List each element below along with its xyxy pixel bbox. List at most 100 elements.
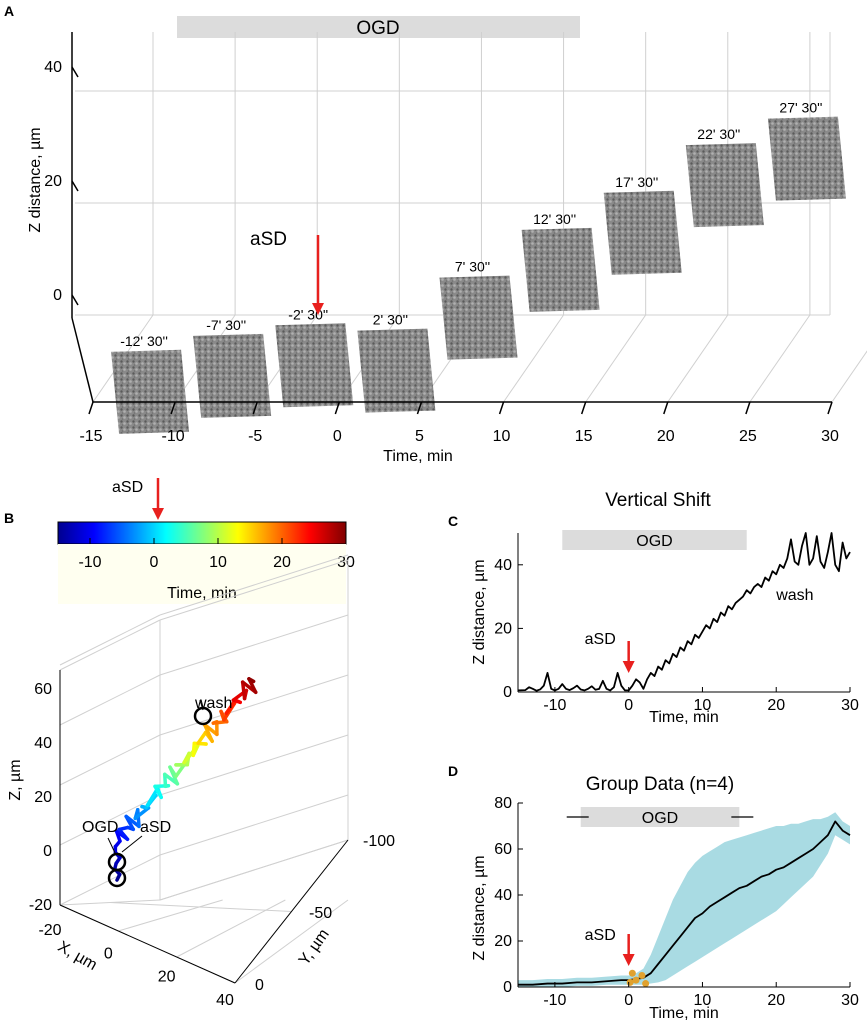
x-tick-label: 0 (624, 697, 633, 714)
y-tick-label: 40 (494, 557, 512, 574)
panel-b-asd-marker (107, 868, 127, 888)
panel-b-asd-pointer (121, 835, 143, 853)
panel-a-x-tick-label: -10 (162, 428, 185, 445)
x-tick-label: -10 (543, 992, 566, 1009)
panel-a-x-tick (334, 401, 341, 415)
panel-b-trajectory-segment (247, 677, 256, 684)
ogd-bar (562, 530, 747, 550)
panel-d-ylabel: Z distance, µm (471, 855, 488, 960)
panel-d: D Group Data (n=4) OGD -10 0 10 20 30 0 20 40 60 8… (448, 763, 859, 1022)
panel-a-x-tick-label: 30 (821, 428, 839, 445)
panel-a-x-tick (745, 401, 751, 415)
panel-b-grid-line (109, 902, 292, 912)
panel-b-wash-marker (193, 706, 213, 726)
panel-b-z-tick-label: 60 (34, 681, 52, 698)
panel-b-wash-pointer (199, 699, 204, 711)
x-tick-label: 10 (694, 697, 712, 714)
panel-a-z-tick (71, 180, 79, 192)
panel-c: C Vertical Shift OGD -10 0 10 20 30 0 20 40 aSD wa… (448, 490, 859, 726)
panel-b-grid-line (176, 899, 286, 958)
panel-a-grid-line (667, 314, 729, 403)
colorbar-tick-label: 10 (209, 554, 227, 571)
colorbar-ticks: -10 0 10 20 30 (78, 538, 355, 571)
panel-b-trajectory (107, 677, 258, 888)
panel-a-letter: A (4, 3, 14, 19)
panel-a-frame-label: -12' 30'' (120, 333, 168, 349)
panel-b-x-tick-label: 20 (158, 969, 176, 986)
panel-a-frame: 27' 30'' (767, 100, 846, 201)
x-tick-label: 30 (841, 992, 859, 1009)
panel-a-asd-arrow-head (312, 303, 324, 315)
panel-a-frame-image (767, 116, 846, 201)
panel-c-title: Vertical Shift (605, 490, 711, 511)
panel-a-frames: -12' 30'' -7' 30'' -2' 30'' 2' 30'' 7' 30'' 1… (111, 100, 846, 434)
asd-label: aSD (585, 927, 616, 944)
panel-b-ogd-pointer (107, 837, 117, 856)
panel-b-trajectory-segment (133, 806, 151, 821)
panel-c-xlabel: Time, min (649, 709, 719, 726)
onset-point (628, 969, 636, 977)
panel-a-frame: 2' 30'' (357, 312, 436, 413)
panel-b-asd-annot: aSD (140, 819, 171, 836)
panel-a-frame: 12' 30'' (521, 211, 600, 312)
panel-b-z-tick-label: -20 (29, 897, 52, 914)
panel-a-frame-label: -2' 30'' (288, 306, 328, 322)
panel-b-trajectory-segment (153, 784, 163, 800)
panel-a-x-tick (88, 401, 94, 415)
ogd-label: OGD (636, 533, 672, 550)
panel-b-zlabel: Z, µm (7, 759, 24, 800)
panel-a-frame: -2' 30'' (275, 306, 354, 408)
panel-a-frame-label: 17' 30'' (615, 174, 658, 190)
x-tick-label: -10 (543, 697, 566, 714)
panel-b-x-axis (59, 904, 236, 984)
panel-a-x-tick (663, 401, 669, 415)
panel-d-letter: D (448, 763, 458, 779)
panel-b-grid-line (234, 899, 349, 984)
panel-b-x-tick-label: 0 (104, 945, 113, 962)
panel-a-frame: -7' 30'' (193, 317, 272, 418)
panel-b-trajectory-segment (211, 719, 229, 725)
wash-label: wash (775, 587, 813, 604)
panel-a-frame: -12' 30'' (111, 333, 190, 434)
panel-b-grid-line (118, 899, 223, 932)
panel-b-z-tick-label: 20 (34, 789, 52, 806)
panel-b-x-tick-label: -20 (38, 922, 61, 939)
panel-a-x-tick-label: -5 (248, 428, 262, 445)
panel-a-ylabel: Z distance, µm (27, 127, 44, 232)
y-tick-label: 80 (494, 795, 512, 812)
x-tick-label: 20 (767, 697, 785, 714)
y-tick-label: 20 (494, 933, 512, 950)
panel-d-title: Group Data (n=4) (586, 774, 734, 795)
panel-b-grid-line (59, 674, 161, 726)
panel-d-plot: OGD -10 0 10 20 30 0 20 40 60 80 aSD (494, 795, 859, 1009)
panel-a-frame-label: -7' 30'' (206, 317, 246, 333)
panel-b-ylabel: Y, µm (296, 926, 333, 969)
panel-a-frame: 7' 30'' (439, 259, 518, 360)
panel-b-y-tick-label: 0 (255, 977, 264, 994)
panel-b-grid-line (159, 794, 349, 856)
panel-a-frame-image (603, 190, 682, 275)
panel-a-frame-label: 12' 30'' (533, 211, 576, 227)
x-tick-label: 0 (624, 992, 633, 1009)
colorbar-label-area (58, 544, 346, 604)
panel-a-frame: 17' 30'' (603, 174, 682, 275)
panel-a-z-tick-label: 20 (44, 173, 62, 190)
panel-d-xlabel: Time, min (649, 1005, 719, 1022)
panel-a-frame-image (193, 333, 272, 418)
colorbar-tick-label: 0 (150, 554, 159, 571)
panel-a-z-tick-label: 40 (44, 59, 62, 76)
panel-a-x-tick-label: 15 (575, 428, 593, 445)
panel-b-asd-label: aSD (112, 479, 143, 496)
panel-b-letter: B (4, 510, 14, 526)
panel-b-grid-line (159, 839, 349, 901)
panel-b-3d-box (59, 554, 349, 984)
data-line (518, 820, 851, 986)
y-tick-label: 20 (494, 620, 512, 637)
panel-a-frame-label: 22' 30'' (697, 126, 740, 142)
colorbar-tick-label: 20 (273, 554, 291, 571)
panel-b-y-axis (234, 839, 349, 984)
panel-a-asd-label: aSD (250, 229, 287, 250)
colorbar-tick-label: -10 (78, 554, 101, 571)
panel-a-z-tick-label: 0 (53, 287, 62, 304)
